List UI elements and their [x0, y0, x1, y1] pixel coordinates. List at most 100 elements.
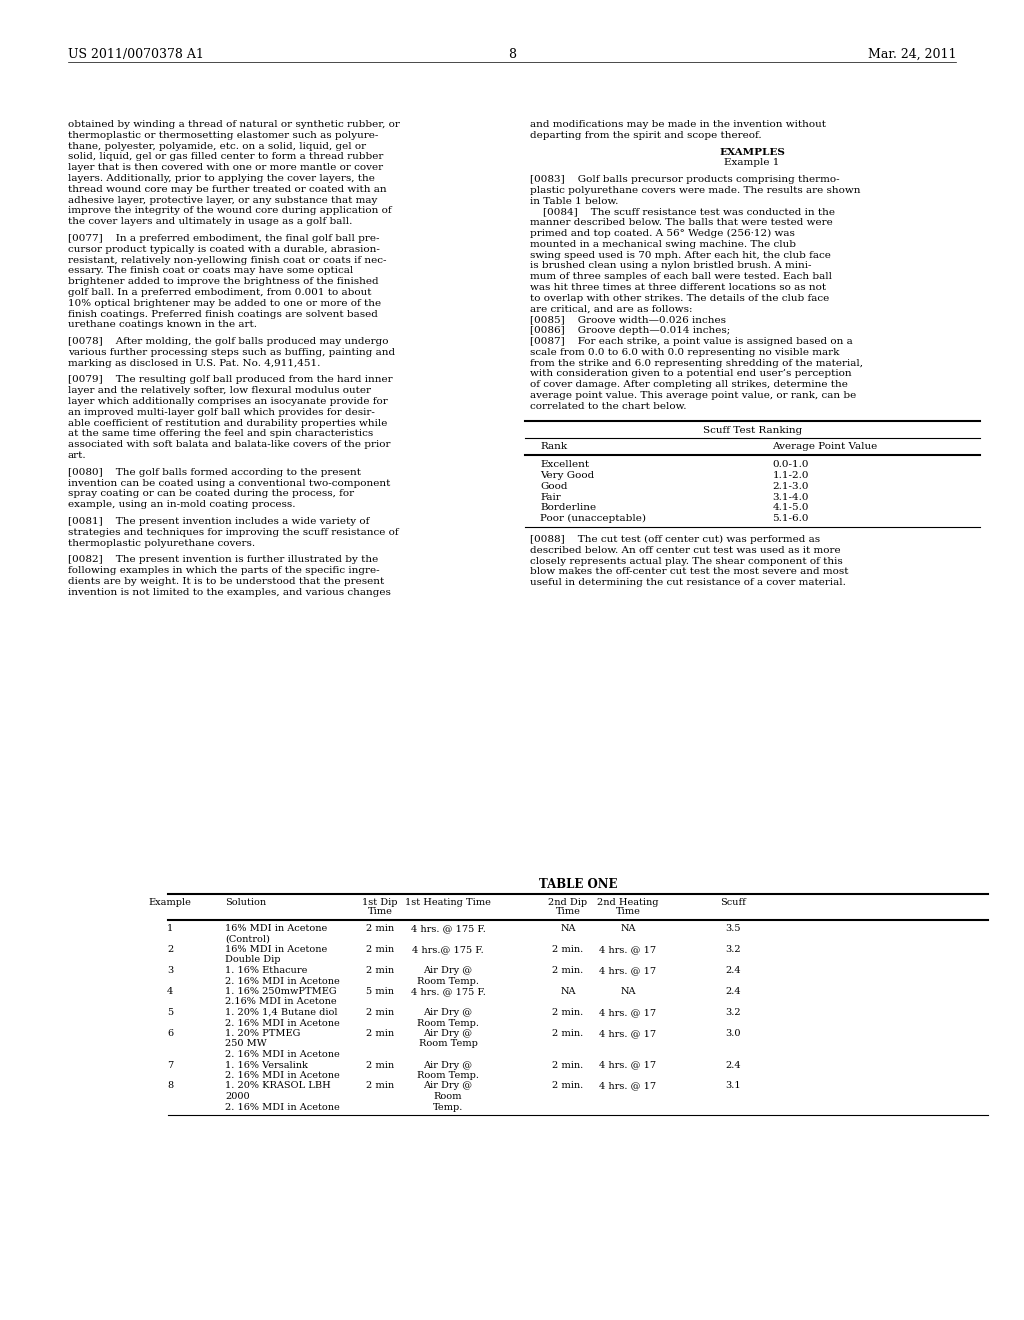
- Text: are critical, and are as follows:: are critical, and are as follows:: [530, 305, 692, 314]
- Text: 2 min: 2 min: [366, 966, 394, 975]
- Text: 2: 2: [167, 945, 173, 954]
- Text: 4 hrs. @ 17: 4 hrs. @ 17: [599, 1060, 656, 1069]
- Text: 4 hrs. @ 175 F.: 4 hrs. @ 175 F.: [411, 924, 485, 933]
- Text: Poor (unacceptable): Poor (unacceptable): [540, 515, 646, 524]
- Text: Air Dry @: Air Dry @: [424, 1008, 472, 1016]
- Text: obtained by winding a thread of natural or synthetic rubber, or: obtained by winding a thread of natural …: [68, 120, 400, 129]
- Text: marking as disclosed in U.S. Pat. No. 4,911,451.: marking as disclosed in U.S. Pat. No. 4,…: [68, 359, 321, 368]
- Text: layer and the relatively softer, low flexural modulus outer: layer and the relatively softer, low fle…: [68, 387, 371, 395]
- Text: 3.1-4.0: 3.1-4.0: [772, 492, 809, 502]
- Text: 2 min.: 2 min.: [552, 1081, 584, 1090]
- Text: able coefficient of restitution and durability properties while: able coefficient of restitution and dura…: [68, 418, 387, 428]
- Text: 2 min: 2 min: [366, 1030, 394, 1038]
- Text: Example: Example: [148, 898, 191, 907]
- Text: 3.2: 3.2: [725, 1008, 740, 1016]
- Text: to overlap with other strikes. The details of the club face: to overlap with other strikes. The detai…: [530, 294, 829, 302]
- Text: Time: Time: [556, 908, 581, 916]
- Text: [0086]    Groove depth—0.014 inches;: [0086] Groove depth—0.014 inches;: [530, 326, 730, 335]
- Text: layer that is then covered with one or more mantle or cover: layer that is then covered with one or m…: [68, 164, 383, 172]
- Text: NA: NA: [560, 924, 575, 933]
- Text: NA: NA: [621, 924, 636, 933]
- Text: spray coating or can be coated during the process, for: spray coating or can be coated during th…: [68, 490, 354, 499]
- Text: Time: Time: [615, 908, 640, 916]
- Text: 4.1-5.0: 4.1-5.0: [772, 503, 809, 512]
- Text: in Table 1 below.: in Table 1 below.: [530, 197, 618, 206]
- Text: associated with soft balata and balata-like covers of the prior: associated with soft balata and balata-l…: [68, 441, 390, 449]
- Text: Time: Time: [368, 908, 392, 916]
- Text: Average Point Value: Average Point Value: [772, 442, 878, 451]
- Text: 1. 20% PTMEG: 1. 20% PTMEG: [225, 1030, 300, 1038]
- Text: blow makes the off-center cut test the most severe and most: blow makes the off-center cut test the m…: [530, 568, 849, 577]
- Text: 2.1-3.0: 2.1-3.0: [772, 482, 809, 491]
- Text: plastic polyurethane covers were made. The results are shown: plastic polyurethane covers were made. T…: [530, 186, 860, 195]
- Text: Mar. 24, 2011: Mar. 24, 2011: [867, 48, 956, 61]
- Text: 2. 16% MDI in Acetone: 2. 16% MDI in Acetone: [225, 1102, 340, 1111]
- Text: 4: 4: [167, 987, 173, 997]
- Text: Borderline: Borderline: [540, 503, 596, 512]
- Text: 5.1-6.0: 5.1-6.0: [772, 515, 809, 523]
- Text: golf ball. In a preferred embodiment, from 0.001 to about: golf ball. In a preferred embodiment, fr…: [68, 288, 372, 297]
- Text: at the same time offering the feel and spin characteristics: at the same time offering the feel and s…: [68, 429, 374, 438]
- Text: brightener added to improve the brightness of the finished: brightener added to improve the brightne…: [68, 277, 379, 286]
- Text: Air Dry @: Air Dry @: [424, 1060, 472, 1069]
- Text: and modifications may be made in the invention without: and modifications may be made in the inv…: [530, 120, 826, 129]
- Text: [0083]    Golf balls precursor products comprising thermo-: [0083] Golf balls precursor products com…: [530, 176, 840, 183]
- Text: Solution: Solution: [225, 898, 266, 907]
- Text: 7: 7: [167, 1060, 173, 1069]
- Text: 6: 6: [167, 1030, 173, 1038]
- Text: finish coatings. Preferred finish coatings are solvent based: finish coatings. Preferred finish coatin…: [68, 310, 378, 318]
- Text: 4 hrs. @ 17: 4 hrs. @ 17: [599, 966, 656, 975]
- Text: cursor product typically is coated with a durable, abrasion-: cursor product typically is coated with …: [68, 244, 380, 253]
- Text: Example 1: Example 1: [724, 158, 779, 168]
- Text: thermoplastic polyurethane covers.: thermoplastic polyurethane covers.: [68, 539, 255, 548]
- Text: Good: Good: [540, 482, 567, 491]
- Text: 250 MW: 250 MW: [225, 1040, 266, 1048]
- Text: 2. 16% MDI in Acetone: 2. 16% MDI in Acetone: [225, 1049, 340, 1059]
- Text: 2 min: 2 min: [366, 1081, 394, 1090]
- Text: 3.5: 3.5: [725, 924, 740, 933]
- Text: 5: 5: [167, 1008, 173, 1016]
- Text: [0088]    The cut test (off center cut) was performed as: [0088] The cut test (off center cut) was…: [530, 535, 820, 544]
- Text: primed and top coated. A 56° Wedge (256·12) was: primed and top coated. A 56° Wedge (256·…: [530, 230, 795, 238]
- Text: with consideration given to a potential end user’s perception: with consideration given to a potential …: [530, 370, 852, 379]
- Text: 2. 16% MDI in Acetone: 2. 16% MDI in Acetone: [225, 1019, 340, 1027]
- Text: following examples in which the parts of the specific ingre-: following examples in which the parts of…: [68, 566, 380, 576]
- Text: layer which additionally comprises an isocyanate provide for: layer which additionally comprises an is…: [68, 397, 388, 407]
- Text: 2 min.: 2 min.: [552, 966, 584, 975]
- Text: Room Temp: Room Temp: [419, 1040, 477, 1048]
- Text: 2nd Heating: 2nd Heating: [597, 898, 658, 907]
- Text: 4 hrs. @ 175 F.: 4 hrs. @ 175 F.: [411, 987, 485, 997]
- Text: 4 hrs. @ 17: 4 hrs. @ 17: [599, 1081, 656, 1090]
- Text: the cover layers and ultimately in usage as a golf ball.: the cover layers and ultimately in usage…: [68, 218, 352, 226]
- Text: 2.16% MDI in Acetone: 2.16% MDI in Acetone: [225, 998, 337, 1006]
- Text: from the strike and 6.0 representing shredding of the material,: from the strike and 6.0 representing shr…: [530, 359, 863, 368]
- Text: is brushed clean using a nylon bristled brush. A mini-: is brushed clean using a nylon bristled …: [530, 261, 811, 271]
- Text: 2.4: 2.4: [725, 987, 740, 997]
- Text: scale from 0.0 to 6.0 with 0.0 representing no visible mark: scale from 0.0 to 6.0 with 0.0 represent…: [530, 348, 840, 356]
- Text: adhesive layer, protective layer, or any substance that may: adhesive layer, protective layer, or any…: [68, 195, 378, 205]
- Text: 16% MDI in Acetone: 16% MDI in Acetone: [225, 945, 328, 954]
- Text: Room Temp.: Room Temp.: [417, 977, 479, 986]
- Text: correlated to the chart below.: correlated to the chart below.: [530, 401, 686, 411]
- Text: [0080]    The golf balls formed according to the present: [0080] The golf balls formed according t…: [68, 467, 361, 477]
- Text: 2. 16% MDI in Acetone: 2. 16% MDI in Acetone: [225, 977, 340, 986]
- Text: [0082]    The present invention is further illustrated by the: [0082] The present invention is further …: [68, 556, 378, 564]
- Text: 16% MDI in Acetone: 16% MDI in Acetone: [225, 924, 328, 933]
- Text: 3.1: 3.1: [725, 1081, 740, 1090]
- Text: 1. 16% Versalink: 1. 16% Versalink: [225, 1060, 308, 1069]
- Text: 2 min.: 2 min.: [552, 945, 584, 954]
- Text: 2 min.: 2 min.: [552, 1060, 584, 1069]
- Text: 3.2: 3.2: [725, 945, 740, 954]
- Text: urethane coatings known in the art.: urethane coatings known in the art.: [68, 321, 257, 330]
- Text: Scuff Test Ranking: Scuff Test Ranking: [702, 425, 802, 434]
- Text: NA: NA: [560, 987, 575, 997]
- Text: layers. Additionally, prior to applying the cover layers, the: layers. Additionally, prior to applying …: [68, 174, 375, 183]
- Text: Scuff: Scuff: [720, 898, 745, 907]
- Text: 1. 20% KRASOL LBH: 1. 20% KRASOL LBH: [225, 1081, 331, 1090]
- Text: improve the integrity of the wound core during application of: improve the integrity of the wound core …: [68, 206, 391, 215]
- Text: Air Dry @: Air Dry @: [424, 1081, 472, 1090]
- Text: (Control): (Control): [225, 935, 270, 944]
- Text: solid, liquid, gel or gas filled center to form a thread rubber: solid, liquid, gel or gas filled center …: [68, 152, 383, 161]
- Text: was hit three times at three different locations so as not: was hit three times at three different l…: [530, 282, 826, 292]
- Text: average point value. This average point value, or rank, can be: average point value. This average point …: [530, 391, 856, 400]
